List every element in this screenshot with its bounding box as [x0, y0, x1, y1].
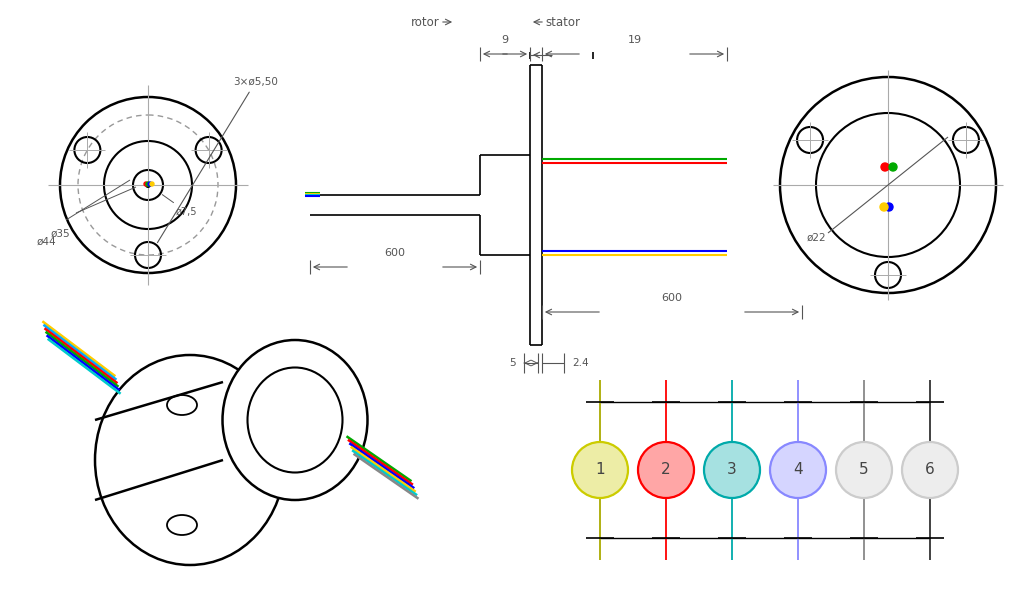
Text: 2: 2: [662, 463, 671, 477]
Ellipse shape: [222, 340, 368, 500]
Circle shape: [885, 203, 893, 211]
Circle shape: [146, 182, 150, 186]
Circle shape: [836, 442, 892, 498]
Circle shape: [638, 442, 694, 498]
Text: 2.4: 2.4: [572, 358, 589, 368]
Text: 5: 5: [509, 358, 515, 368]
Text: 4: 4: [794, 463, 803, 477]
Text: 9: 9: [502, 35, 509, 45]
Circle shape: [889, 163, 897, 171]
Circle shape: [770, 442, 826, 498]
Text: ø44: ø44: [36, 237, 56, 247]
Circle shape: [144, 182, 148, 186]
Circle shape: [150, 182, 154, 186]
Text: stator: stator: [545, 15, 580, 28]
Circle shape: [902, 442, 958, 498]
Circle shape: [572, 442, 628, 498]
Text: 5: 5: [859, 463, 868, 477]
Text: 1: 1: [595, 463, 605, 477]
Text: ø22: ø22: [806, 233, 825, 243]
Circle shape: [881, 163, 889, 171]
Text: 600: 600: [662, 293, 683, 303]
Text: ø7,5: ø7,5: [162, 195, 198, 217]
Text: 3: 3: [727, 463, 737, 477]
Text: 6: 6: [925, 463, 935, 477]
Text: rotor: rotor: [412, 15, 440, 28]
Text: ø35: ø35: [50, 229, 70, 239]
Ellipse shape: [248, 368, 342, 472]
Circle shape: [145, 182, 151, 188]
Ellipse shape: [95, 355, 285, 565]
Text: 19: 19: [628, 35, 642, 45]
Circle shape: [705, 442, 760, 498]
Text: 600: 600: [384, 248, 406, 258]
Text: 3×ø5,50: 3×ø5,50: [158, 77, 278, 243]
Circle shape: [148, 182, 152, 186]
Circle shape: [880, 203, 888, 211]
